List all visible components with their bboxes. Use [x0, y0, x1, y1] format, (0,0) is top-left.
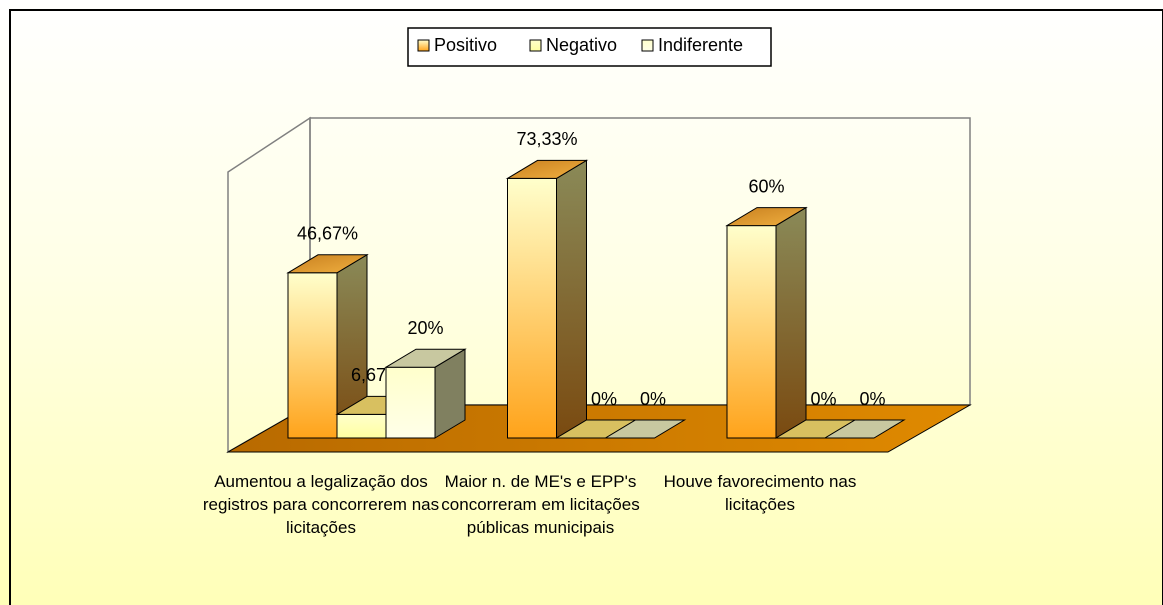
- x-tick-label: Maior n. de ME's e EPP's concorreram em …: [441, 472, 640, 537]
- value-label: 0%: [591, 389, 617, 409]
- bar: [603, 419, 687, 439]
- bar-front: [336, 413, 387, 439]
- bar-front: [385, 366, 436, 439]
- bar: [286, 253, 369, 439]
- value-label: 0%: [640, 389, 666, 409]
- x-tick-label: Aumentou a legalização dos registros par…: [202, 472, 440, 537]
- bar: [505, 159, 589, 439]
- bar-top: [823, 419, 906, 439]
- value-label: 0%: [859, 389, 885, 409]
- legend-label: Negativo: [546, 35, 617, 55]
- bar-side: [556, 159, 587, 439]
- bar-top: [505, 159, 589, 179]
- value-label: 73,33%: [516, 129, 577, 149]
- legend-swatch: [529, 39, 542, 52]
- bar-side: [775, 206, 807, 439]
- bar: [823, 419, 906, 439]
- bar-front: [287, 272, 338, 439]
- bar-top: [384, 348, 467, 368]
- legend-label: Positivo: [434, 35, 497, 55]
- bar: [384, 348, 467, 439]
- chart-border: [9, 9, 1163, 605]
- bar-top: [286, 254, 369, 274]
- x-tick-label: Houve favorecimento nas licitações: [663, 472, 857, 514]
- bar-front: [726, 225, 777, 439]
- value-label: 60%: [748, 176, 784, 196]
- value-label: 0%: [810, 389, 836, 409]
- legend-swatch: [641, 39, 654, 52]
- legend-box: [407, 27, 772, 67]
- value-label: 46,67%: [297, 224, 358, 244]
- legend-label: Indiferente: [658, 35, 743, 55]
- bar: [725, 206, 808, 439]
- value-label: 20%: [407, 318, 443, 338]
- bar-front: [507, 177, 557, 439]
- bar-top: [603, 419, 687, 439]
- bar-top: [725, 207, 808, 227]
- legend-swatch: [417, 39, 430, 52]
